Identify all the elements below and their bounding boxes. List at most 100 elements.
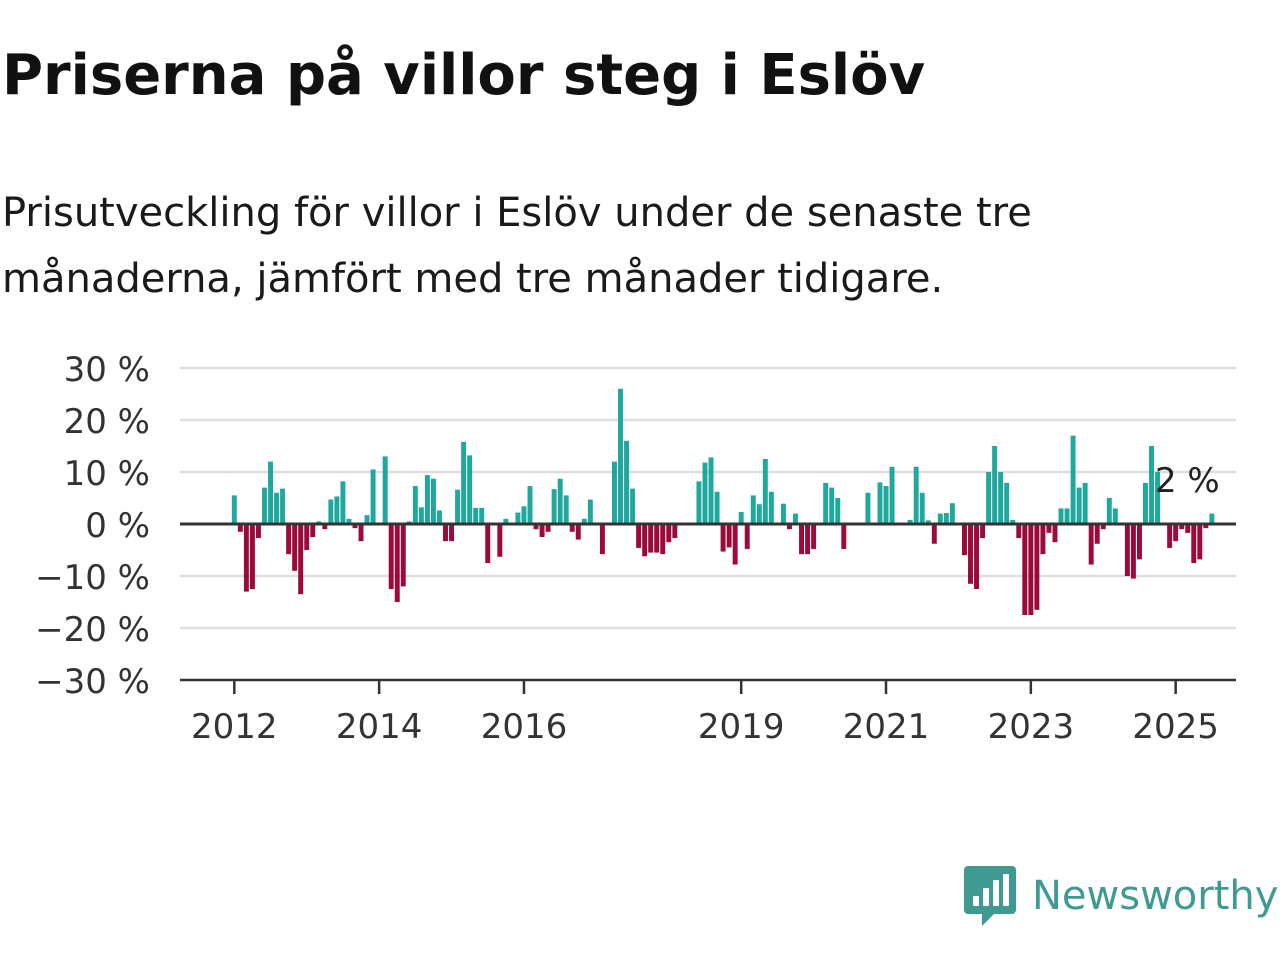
bar-positive <box>738 512 744 524</box>
bar-negative <box>1046 524 1052 533</box>
bar-positive <box>611 461 617 524</box>
bar-positive <box>750 495 756 524</box>
bar-positive <box>473 507 479 524</box>
bar-positive <box>455 489 461 524</box>
page-title: Priserna på villor steg i Eslöv <box>2 43 926 108</box>
latest-value-annotation: 2 % <box>1155 461 1220 501</box>
bar-positive <box>467 455 473 524</box>
bar-positive <box>823 482 829 524</box>
bar-positive <box>587 499 593 524</box>
bar-negative <box>1022 524 1028 615</box>
bar-negative <box>1203 524 1209 529</box>
bar-positive <box>877 482 883 524</box>
bar-negative <box>249 524 255 589</box>
bar-positive <box>986 472 992 524</box>
bar-negative <box>575 524 581 540</box>
bar-negative <box>980 524 986 539</box>
bar-positive <box>581 518 587 524</box>
bar-negative <box>322 524 328 530</box>
bar-positive <box>1058 508 1064 524</box>
bar-positive <box>346 518 352 524</box>
newsworthy-bar-chart-icon <box>964 866 1016 926</box>
bar-positive <box>412 486 418 524</box>
bar-negative <box>400 524 406 587</box>
x-tick-label: 2012 <box>191 707 278 747</box>
bar-chart: 30 %20 %10 %0 %−10 %−20 %−30 % 2012 2014 2… <box>35 350 1236 747</box>
bar-positive <box>907 519 913 524</box>
bar-negative <box>1136 524 1142 560</box>
bars <box>231 388 1215 615</box>
bar-negative <box>1040 524 1046 555</box>
bar-negative <box>497 524 503 557</box>
bar-positive <box>835 498 841 524</box>
bar-negative <box>545 524 551 532</box>
bar-negative <box>648 524 654 553</box>
bar-positive <box>883 486 889 524</box>
bar-negative <box>243 524 249 592</box>
bar-positive <box>756 504 762 524</box>
bar-negative <box>961 524 967 556</box>
bar-positive <box>1143 482 1148 524</box>
bar-negative <box>1034 524 1040 610</box>
x-axis-ticks: 2012 2014 2016 2019 2021 2023 2025 <box>191 680 1219 747</box>
bar-positive <box>1112 508 1118 524</box>
x-tick-label: 2025 <box>1132 707 1219 747</box>
bar-negative <box>1173 524 1179 542</box>
bar-positive <box>430 478 436 524</box>
bar-negative <box>298 524 304 595</box>
bar-negative <box>304 524 310 550</box>
x-tick-label: 2016 <box>481 707 568 747</box>
bar-negative <box>931 524 937 544</box>
y-axis-ticks: 30 % 20 % 10 % 0 % −10 % −20 % −30 % <box>35 350 150 702</box>
bar-positive <box>949 503 955 524</box>
bar-positive <box>943 513 949 524</box>
bar-negative <box>974 524 979 589</box>
bar-positive <box>829 487 835 524</box>
bar-negative <box>799 524 805 555</box>
y-tick-label: −20 % <box>35 610 150 650</box>
bar-negative <box>286 524 292 555</box>
bar-negative <box>352 524 358 529</box>
bar-positive <box>437 510 442 524</box>
bar-positive <box>630 488 636 524</box>
newsworthy-logo-text: Newsworthy <box>1032 873 1279 919</box>
bar-positive <box>696 481 702 524</box>
bar-negative <box>1179 524 1185 530</box>
bar-negative <box>449 524 455 542</box>
y-tick-label: −10 % <box>35 558 150 598</box>
bar-negative <box>1191 524 1197 563</box>
bar-positive <box>919 492 925 524</box>
bar-positive <box>793 513 798 524</box>
bar-negative <box>636 524 642 548</box>
bar-positive <box>714 491 720 524</box>
bar-negative <box>1100 524 1106 530</box>
bar-positive <box>1070 435 1076 524</box>
bar-negative <box>1130 524 1136 579</box>
bar-negative <box>237 524 243 532</box>
bar-positive <box>557 478 563 524</box>
bar-positive <box>527 486 533 524</box>
bar-positive <box>618 388 623 524</box>
bar-positive <box>328 499 334 524</box>
bar-negative <box>443 524 448 542</box>
bar-negative <box>841 524 847 549</box>
bar-positive <box>370 469 376 524</box>
y-tick-label: 0 % <box>85 506 150 546</box>
newsworthy-logo: Newsworthy <box>964 866 1278 926</box>
bar-negative <box>533 524 539 530</box>
bar-positive <box>702 462 708 524</box>
bar-negative <box>968 524 973 584</box>
bar-negative <box>485 524 491 563</box>
bar-negative <box>666 524 672 543</box>
bar-positive <box>1106 498 1112 524</box>
bar-positive <box>364 515 370 524</box>
bar-negative <box>569 524 575 532</box>
bar-positive <box>461 441 467 524</box>
bar-negative <box>1028 524 1034 615</box>
bar-positive <box>1209 513 1215 524</box>
bar-negative <box>744 524 750 549</box>
bar-negative <box>811 524 817 549</box>
bar-negative <box>1088 524 1094 565</box>
bar-positive <box>762 459 768 524</box>
bar-negative <box>394 524 400 602</box>
